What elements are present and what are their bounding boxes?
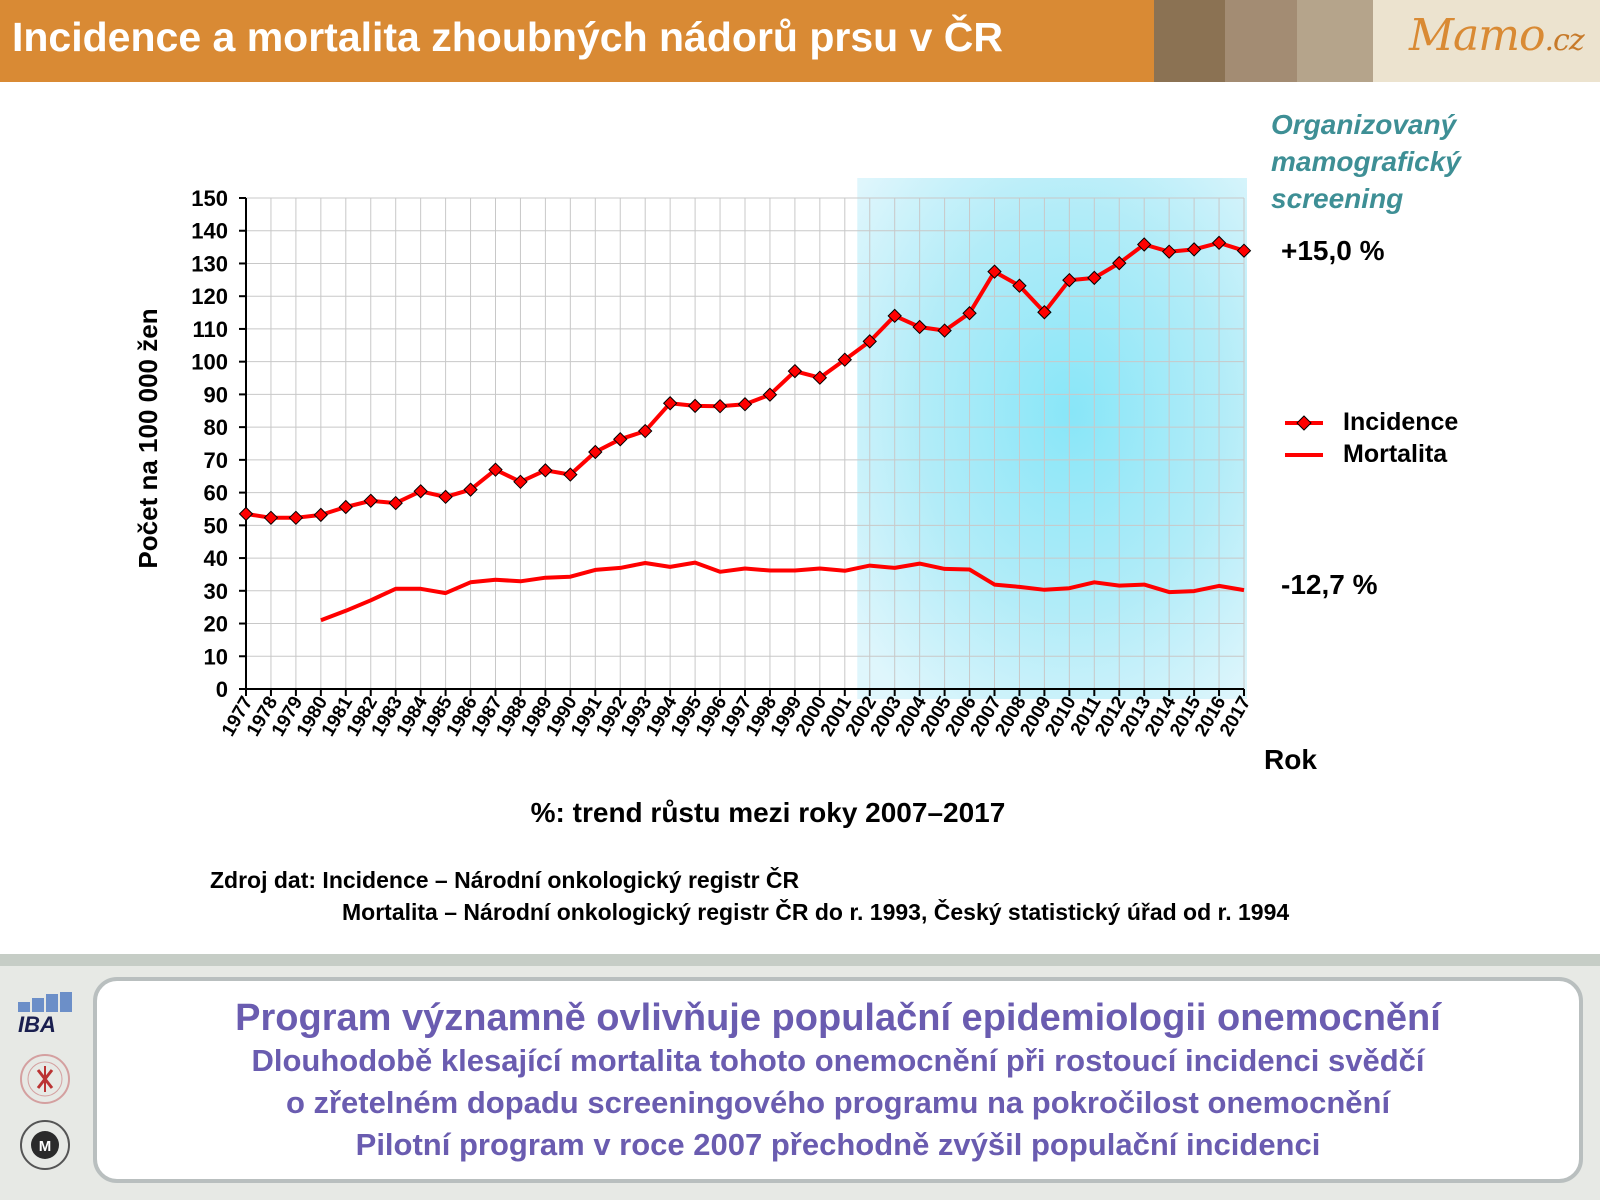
legend-incidence-marker xyxy=(1285,415,1323,431)
svg-text:M: M xyxy=(39,1138,52,1155)
data-point-incidence xyxy=(413,484,428,499)
y-tick-label: 70 xyxy=(204,448,228,473)
summary-line-2: o zřetelném dopadu screeningového progra… xyxy=(285,1085,1391,1120)
y-tick-label: 60 xyxy=(204,481,228,506)
data-point-incidence xyxy=(513,474,528,490)
y-tick-label: 150 xyxy=(191,186,228,211)
data-point-incidence xyxy=(588,444,603,460)
y-tick-label: 110 xyxy=(193,317,229,342)
data-point-incidence xyxy=(338,499,354,515)
data-point-incidence xyxy=(837,352,853,367)
data-point-incidence xyxy=(737,397,753,412)
legend-mortality-label: Mortalita xyxy=(1343,440,1448,468)
data-point-incidence xyxy=(712,398,728,414)
summary-heading: Program významně ovlivňuje populační epi… xyxy=(235,997,1441,1039)
medicine-faculty-seal-icon xyxy=(20,1054,70,1104)
data-point-incidence xyxy=(862,334,877,349)
data-point-incidence xyxy=(637,423,653,439)
data-point-incidence xyxy=(912,319,927,335)
y-tick-label: 90 xyxy=(204,382,228,407)
legend-mortality-marker xyxy=(1285,453,1323,457)
data-point-incidence xyxy=(238,506,254,522)
data-point-incidence xyxy=(1236,243,1252,258)
data-point-incidence xyxy=(1062,272,1077,288)
data-point-incidence xyxy=(263,510,279,526)
y-tick-label: 140 xyxy=(191,219,228,244)
data-point-incidence xyxy=(1211,235,1227,251)
data-point-incidence xyxy=(538,463,553,478)
screening-label: Organizovaný mamografický screening xyxy=(1271,109,1461,214)
y-tick-label: 50 xyxy=(204,513,228,538)
university-seal-icon: M xyxy=(20,1120,70,1170)
data-point-incidence xyxy=(1037,305,1052,320)
data-point-incidence xyxy=(1136,237,1152,252)
y-tick-label: 120 xyxy=(191,284,228,309)
data-point-incidence xyxy=(987,264,1002,279)
mortality-change-label: -12,7 % xyxy=(1281,569,1378,600)
screening-region xyxy=(857,178,1247,699)
data-point-incidence xyxy=(1112,255,1127,271)
x-axis-unit: Rok xyxy=(1264,744,1317,775)
y-tick-label: 0 xyxy=(216,677,228,702)
trend-note: %: trend růstu mezi roky 2007–2017 xyxy=(530,797,1006,828)
data-point-incidence xyxy=(363,493,378,508)
data-point-incidence xyxy=(288,510,304,526)
summary-line-1: Dlouhodobě klesající mortalita tohoto on… xyxy=(251,1043,1425,1078)
y-tick-label: 40 xyxy=(204,546,228,571)
summary-line-3: Pilotní program v roce 2007 přechodně zv… xyxy=(355,1127,1321,1162)
footer-divider xyxy=(0,954,1600,966)
source-line-mortality: Mortalita – Národní onkologický registr … xyxy=(342,899,1290,925)
legend-incidence-label: Incidence xyxy=(1343,408,1459,436)
incidence-change-label: +15,0 % xyxy=(1281,235,1385,266)
y-tick-label: 80 xyxy=(204,415,228,440)
data-point-incidence xyxy=(438,489,453,505)
series-line-mortalita xyxy=(320,560,1245,623)
summary-box: Program významně ovlivňuje populační epi… xyxy=(93,977,1583,1183)
data-point-incidence xyxy=(787,363,803,379)
line-chart: 0102030405060708090100110120130140150197… xyxy=(133,178,1255,740)
header-swatch-3 xyxy=(1297,0,1373,82)
data-point-incidence xyxy=(613,432,628,447)
data-point-incidence xyxy=(463,482,478,497)
data-point-incidence xyxy=(962,306,977,321)
source-line-incidence: Zdroj dat: Incidence – Národní onkologic… xyxy=(210,867,800,893)
data-point-incidence xyxy=(762,387,778,402)
header-swatch-1 xyxy=(1154,0,1225,82)
data-point-incidence xyxy=(388,495,403,511)
y-tick-label: 30 xyxy=(204,579,228,604)
y-tick-label: 10 xyxy=(204,644,228,669)
logo-tld: .cz xyxy=(1544,23,1585,58)
header-swatch-2 xyxy=(1225,0,1297,82)
data-point-incidence xyxy=(563,467,578,482)
institution-logos: IBA M xyxy=(14,990,76,1176)
data-point-incidence xyxy=(488,462,503,477)
iba-logo: IBA xyxy=(14,990,76,1042)
data-point-incidence xyxy=(887,308,902,324)
data-point-incidence xyxy=(1186,242,1202,257)
data-point-incidence xyxy=(812,370,828,385)
logo-brand: Mamo xyxy=(1409,10,1545,61)
data-point-incidence xyxy=(1012,278,1027,293)
mamo-logo: Mamo.cz xyxy=(1373,0,1600,82)
data-source: Zdroj dat: Incidence – Národní onkologic… xyxy=(210,864,1289,928)
y-tick-label: 100 xyxy=(191,350,228,375)
data-point-incidence xyxy=(687,398,703,414)
data-point-incidence xyxy=(937,323,952,338)
y-tick-label: 130 xyxy=(191,251,228,276)
y-tick-label: 20 xyxy=(204,612,228,637)
slide-title: Incidence a mortalita zhoubných nádorů p… xyxy=(12,14,1003,60)
data-point-incidence xyxy=(1161,244,1177,259)
data-point-incidence xyxy=(662,396,678,411)
data-point-incidence xyxy=(313,507,329,523)
y-axis-title: Počet na 100 000 žen xyxy=(133,308,163,568)
data-point-incidence xyxy=(1087,270,1102,286)
